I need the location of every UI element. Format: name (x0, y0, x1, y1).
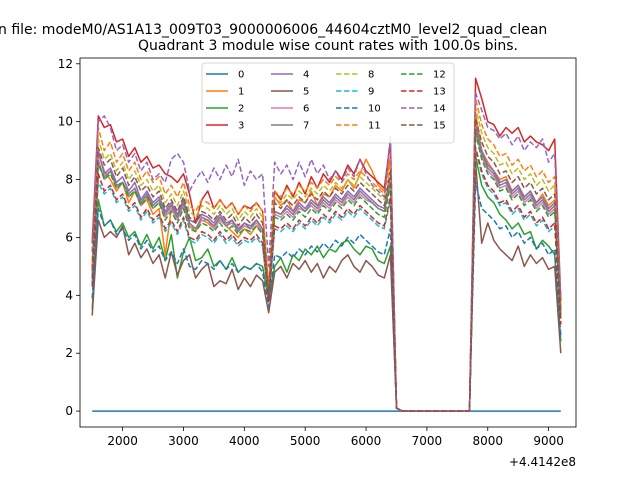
y-tick-label: 2 (65, 346, 73, 360)
legend-label-12: 12 (433, 70, 446, 81)
y-tick-label: 10 (58, 115, 73, 129)
legend-label-5: 5 (303, 87, 309, 98)
legend-label-15: 15 (433, 121, 446, 132)
y-tick-label: 0 (65, 404, 73, 418)
series-line-2 (91, 155, 562, 412)
legend-label-1: 1 (238, 87, 244, 98)
series-line-14 (91, 91, 562, 412)
legend-label-7: 7 (303, 121, 309, 132)
series-line-12 (91, 132, 562, 412)
x-offset-label: +4.4142e8 (509, 455, 576, 469)
series-line-7 (91, 126, 562, 412)
legend-label-9: 9 (368, 87, 374, 98)
series-line-15 (91, 118, 562, 412)
figure-suptitle: n file: modeM0/AS1A13_009T03_9000006006_… (0, 22, 547, 38)
series-line-5 (91, 161, 562, 412)
x-tick-label: 9000 (533, 434, 564, 448)
series-line-3 (91, 77, 562, 412)
series-line-10 (91, 181, 562, 412)
legend-label-0: 0 (238, 70, 244, 81)
series-line-8 (91, 106, 562, 412)
y-tick-label: 4 (65, 288, 73, 302)
series-line-11 (91, 97, 562, 412)
x-tick-label: 4000 (229, 434, 260, 448)
series-line-13 (91, 146, 562, 412)
legend-label-13: 13 (433, 87, 446, 98)
legend-label-4: 4 (303, 70, 309, 81)
axis-layer: 2000 3000 4000 5000 6000 7000 8000 900002468101… (58, 57, 564, 448)
x-tick-label: 5000 (290, 434, 321, 448)
legend-label-14: 14 (433, 104, 446, 115)
legend-label-2: 2 (238, 104, 244, 115)
x-tick-label: 8000 (472, 434, 503, 448)
series-line-9 (91, 149, 562, 412)
series-line-6 (91, 129, 562, 412)
x-tick-label: 3000 (168, 434, 199, 448)
y-tick-label: 12 (58, 57, 73, 71)
legend-label-6: 6 (303, 104, 309, 115)
x-tick-label: 2000 (107, 434, 138, 448)
legend-label-8: 8 (368, 70, 374, 81)
plot-frame (79, 57, 577, 428)
legend-label-10: 10 (368, 104, 381, 115)
x-tick-label: 6000 (351, 434, 382, 448)
legend-box (201, 62, 455, 144)
legend-label-11: 11 (368, 121, 381, 132)
y-tick-label: 8 (65, 173, 73, 187)
chart-title: Quadrant 3 module wise count rates with … (138, 38, 518, 54)
y-tick-label: 6 (65, 230, 73, 244)
series-layer (91, 77, 562, 412)
series-line-4 (91, 123, 562, 412)
x-tick-label: 7000 (412, 434, 443, 448)
legend-label-3: 3 (238, 121, 244, 132)
